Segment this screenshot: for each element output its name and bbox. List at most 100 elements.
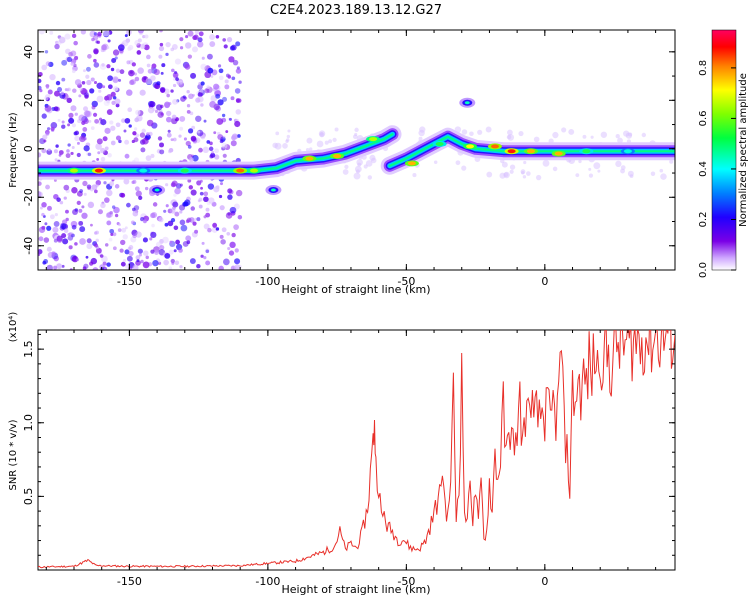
- heatmap-speck: [89, 30, 97, 38]
- heatmap-speck: [47, 148, 51, 152]
- heatmap-speck: [520, 169, 526, 175]
- heatmap-speck: [191, 46, 199, 53]
- heatmap-speck: [132, 179, 137, 184]
- heatmap-speck: [71, 69, 76, 74]
- heatmap-speck: [88, 119, 92, 123]
- heatmap-speck: [122, 234, 128, 240]
- heatmap-speck: [214, 154, 220, 160]
- heatmap-speck: [71, 224, 77, 230]
- heatmap-speck: [169, 240, 173, 244]
- heatmap-speck: [133, 137, 139, 143]
- heatmap-speck: [195, 97, 201, 103]
- heatmap-hotspot-core: [435, 141, 444, 146]
- heatmap-speck: [77, 141, 80, 145]
- heatmap-speck: [66, 97, 72, 104]
- snr-series-line: [38, 330, 675, 569]
- heatmap-speck: [53, 106, 59, 112]
- heatmap-speck: [186, 104, 191, 108]
- heatmap-speck: [127, 46, 132, 51]
- heatmap-speck: [90, 223, 93, 227]
- snr-frame: [37, 329, 676, 571]
- heatmap-speck: [183, 137, 187, 141]
- heatmap-speck: [199, 89, 204, 93]
- heatmap-speck: [172, 83, 177, 88]
- heatmap-speck: [49, 73, 56, 81]
- heatmap-speck: [161, 63, 166, 68]
- heatmap-speck: [227, 188, 233, 194]
- heatmap-speck: [192, 221, 197, 226]
- heatmap-speck: [89, 261, 94, 266]
- heatmap-speck: [186, 110, 191, 114]
- heatmap-speck: [167, 220, 174, 227]
- heatmap-speck: [324, 140, 329, 145]
- heatmap-speck: [354, 132, 358, 137]
- heatmap-speck: [186, 90, 190, 94]
- heatmap-speck: [118, 78, 122, 82]
- heatmap-speck: [60, 223, 67, 230]
- heatmap-speck: [92, 267, 99, 270]
- heatmap-speck: [172, 72, 179, 78]
- heatmap-speck: [106, 220, 112, 226]
- heatmap-speck: [433, 160, 438, 165]
- heatmap-speck: [65, 48, 71, 55]
- heatmap-speck: [41, 148, 47, 154]
- heatmap-speck: [58, 36, 66, 44]
- heatmap-speck: [179, 115, 186, 122]
- heatmap-speck: [126, 60, 131, 65]
- heatmap-speck: [419, 126, 426, 133]
- heatmap-speck: [93, 112, 98, 117]
- heatmap-speck: [54, 90, 60, 97]
- heatmap-speck: [197, 37, 203, 43]
- heatmap-speck: [575, 173, 580, 178]
- heatmap-speck: [65, 153, 71, 159]
- heatmap-speck: [172, 77, 176, 81]
- heatmap-speck: [217, 134, 224, 140]
- heatmap-speck: [38, 30, 45, 35]
- heatmap-speck: [198, 197, 203, 202]
- heatmap-speck: [199, 179, 203, 183]
- heatmap-speck: [91, 105, 96, 110]
- heatmap-speck: [168, 266, 173, 270]
- heatmap-speck: [114, 98, 121, 105]
- heatmap-speck: [114, 213, 119, 218]
- heatmap-speck: [188, 185, 194, 190]
- page-title: C2E4.2023.189.13.12.G27: [270, 3, 442, 18]
- heatmap-speck: [518, 130, 524, 137]
- heatmap-speck: [145, 77, 153, 85]
- heatmap-speck: [45, 61, 51, 67]
- heatmap-speck: [187, 54, 193, 59]
- heatmap-speck: [145, 255, 149, 260]
- heatmap-speck: [61, 124, 66, 129]
- heatmap-speck: [83, 263, 89, 269]
- heatmap-speck: [141, 128, 146, 133]
- heatmap-speck: [189, 157, 194, 162]
- heatmap-speck: [165, 183, 169, 187]
- heatmap-speck: [287, 129, 291, 133]
- heatmap-speck: [461, 165, 467, 171]
- heatmap-speck: [44, 50, 49, 54]
- heatmap-speck: [96, 82, 103, 89]
- heatmap-speck: [578, 159, 582, 164]
- heatmap-speck: [38, 181, 42, 186]
- heatmap-speck: [47, 127, 51, 131]
- heatmap-speck: [225, 212, 233, 219]
- heatmap-speck: [104, 197, 110, 203]
- heatmap-speck: [38, 71, 43, 77]
- heatmap-speck: [588, 173, 594, 178]
- heatmap-speck: [370, 157, 377, 164]
- heatmap-speck: [582, 134, 587, 139]
- heatmap-blob-peak: [154, 188, 160, 192]
- colorbar-tick-label: 0.8: [698, 60, 709, 76]
- heatmap-speck: [110, 67, 115, 72]
- heatmap-speck: [106, 94, 113, 101]
- heatmap-speck: [126, 255, 133, 262]
- heatmap-speck: [208, 146, 214, 152]
- heatmap-speck: [110, 232, 114, 236]
- heatmap-speck: [190, 189, 197, 196]
- heatmap-speck: [106, 46, 110, 50]
- x-tick-label: -150: [117, 575, 142, 588]
- heatmap-speck: [207, 67, 214, 74]
- heatmap-speck: [213, 131, 217, 135]
- heatmap-speck: [61, 77, 66, 82]
- heatmap-speck: [38, 249, 43, 255]
